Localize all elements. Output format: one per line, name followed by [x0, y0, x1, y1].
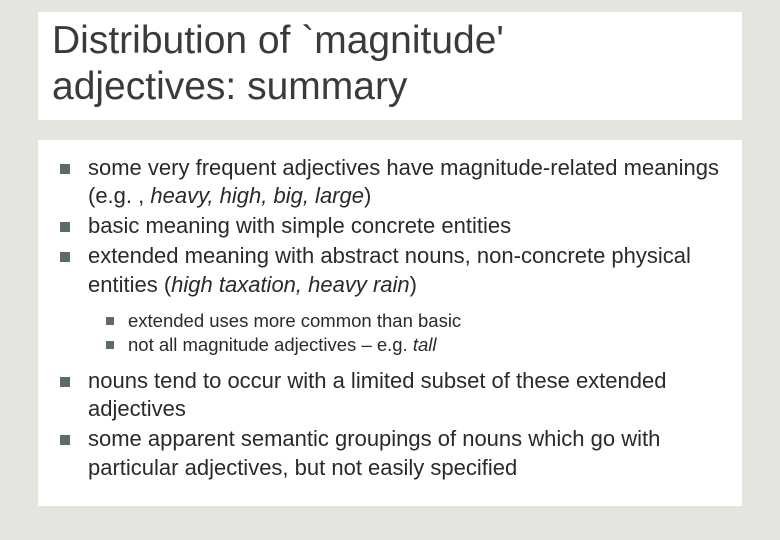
title-line-1: Distribution of `magnitude' [52, 19, 504, 62]
bullet-list: some very frequent adjectives have magni… [56, 154, 724, 482]
sub-bullet-text: extended uses more common than basic [128, 309, 461, 333]
bullet-item: some very frequent adjectives have magni… [56, 154, 724, 210]
square-bullet-icon [60, 377, 70, 387]
square-bullet-icon [60, 435, 70, 445]
text-run: not all magnitude adjectives – e.g. [128, 334, 413, 355]
text-run: nouns tend to occur with a limited subse… [88, 368, 666, 421]
bullet-text: some very frequent adjectives have magni… [88, 154, 724, 210]
bullet-item: basic meaning with simple concrete entit… [56, 212, 724, 240]
text-run: basic meaning with simple concrete entit… [88, 213, 511, 238]
italic-text: tall [413, 334, 437, 355]
sub-bullet-item: not all magnitude adjectives – e.g. tall [102, 333, 724, 357]
text-run: some apparent semantic groupings of noun… [88, 426, 660, 479]
bullet-item: nouns tend to occur with a limited subse… [56, 367, 724, 423]
title-line-2: adjectives: summary [52, 65, 407, 108]
bullet-text: nouns tend to occur with a limited subse… [88, 367, 724, 423]
italic-text: high taxation, heavy rain [171, 272, 410, 297]
body-box: some very frequent adjectives have magni… [38, 140, 742, 506]
sub-bullet-list: extended uses more common than basicnot … [102, 309, 724, 357]
slide: Distribution of `magnitude' adjectives: … [0, 0, 780, 540]
bullet-item: some apparent semantic groupings of noun… [56, 425, 724, 481]
text-run: extended uses more common than basic [128, 310, 461, 331]
square-bullet-icon [60, 252, 70, 262]
square-bullet-icon [106, 341, 114, 349]
square-bullet-icon [60, 164, 70, 174]
square-bullet-icon [106, 317, 114, 325]
sub-bullet-text: not all magnitude adjectives – e.g. tall [128, 333, 437, 357]
title-box: Distribution of `magnitude' adjectives: … [38, 12, 742, 120]
bullet-text: some apparent semantic groupings of noun… [88, 425, 724, 481]
bullet-text: basic meaning with simple concrete entit… [88, 212, 511, 240]
bullet-text: extended meaning with abstract nouns, no… [88, 242, 724, 298]
sub-bullet-item: extended uses more common than basic [102, 309, 724, 333]
bullet-item: extended meaning with abstract nouns, no… [56, 242, 724, 298]
square-bullet-icon [60, 222, 70, 232]
slide-title: Distribution of `magnitude' adjectives: … [52, 18, 728, 110]
italic-text: heavy, high, big, large [150, 183, 364, 208]
text-run: ) [364, 183, 371, 208]
text-run: ) [410, 272, 417, 297]
